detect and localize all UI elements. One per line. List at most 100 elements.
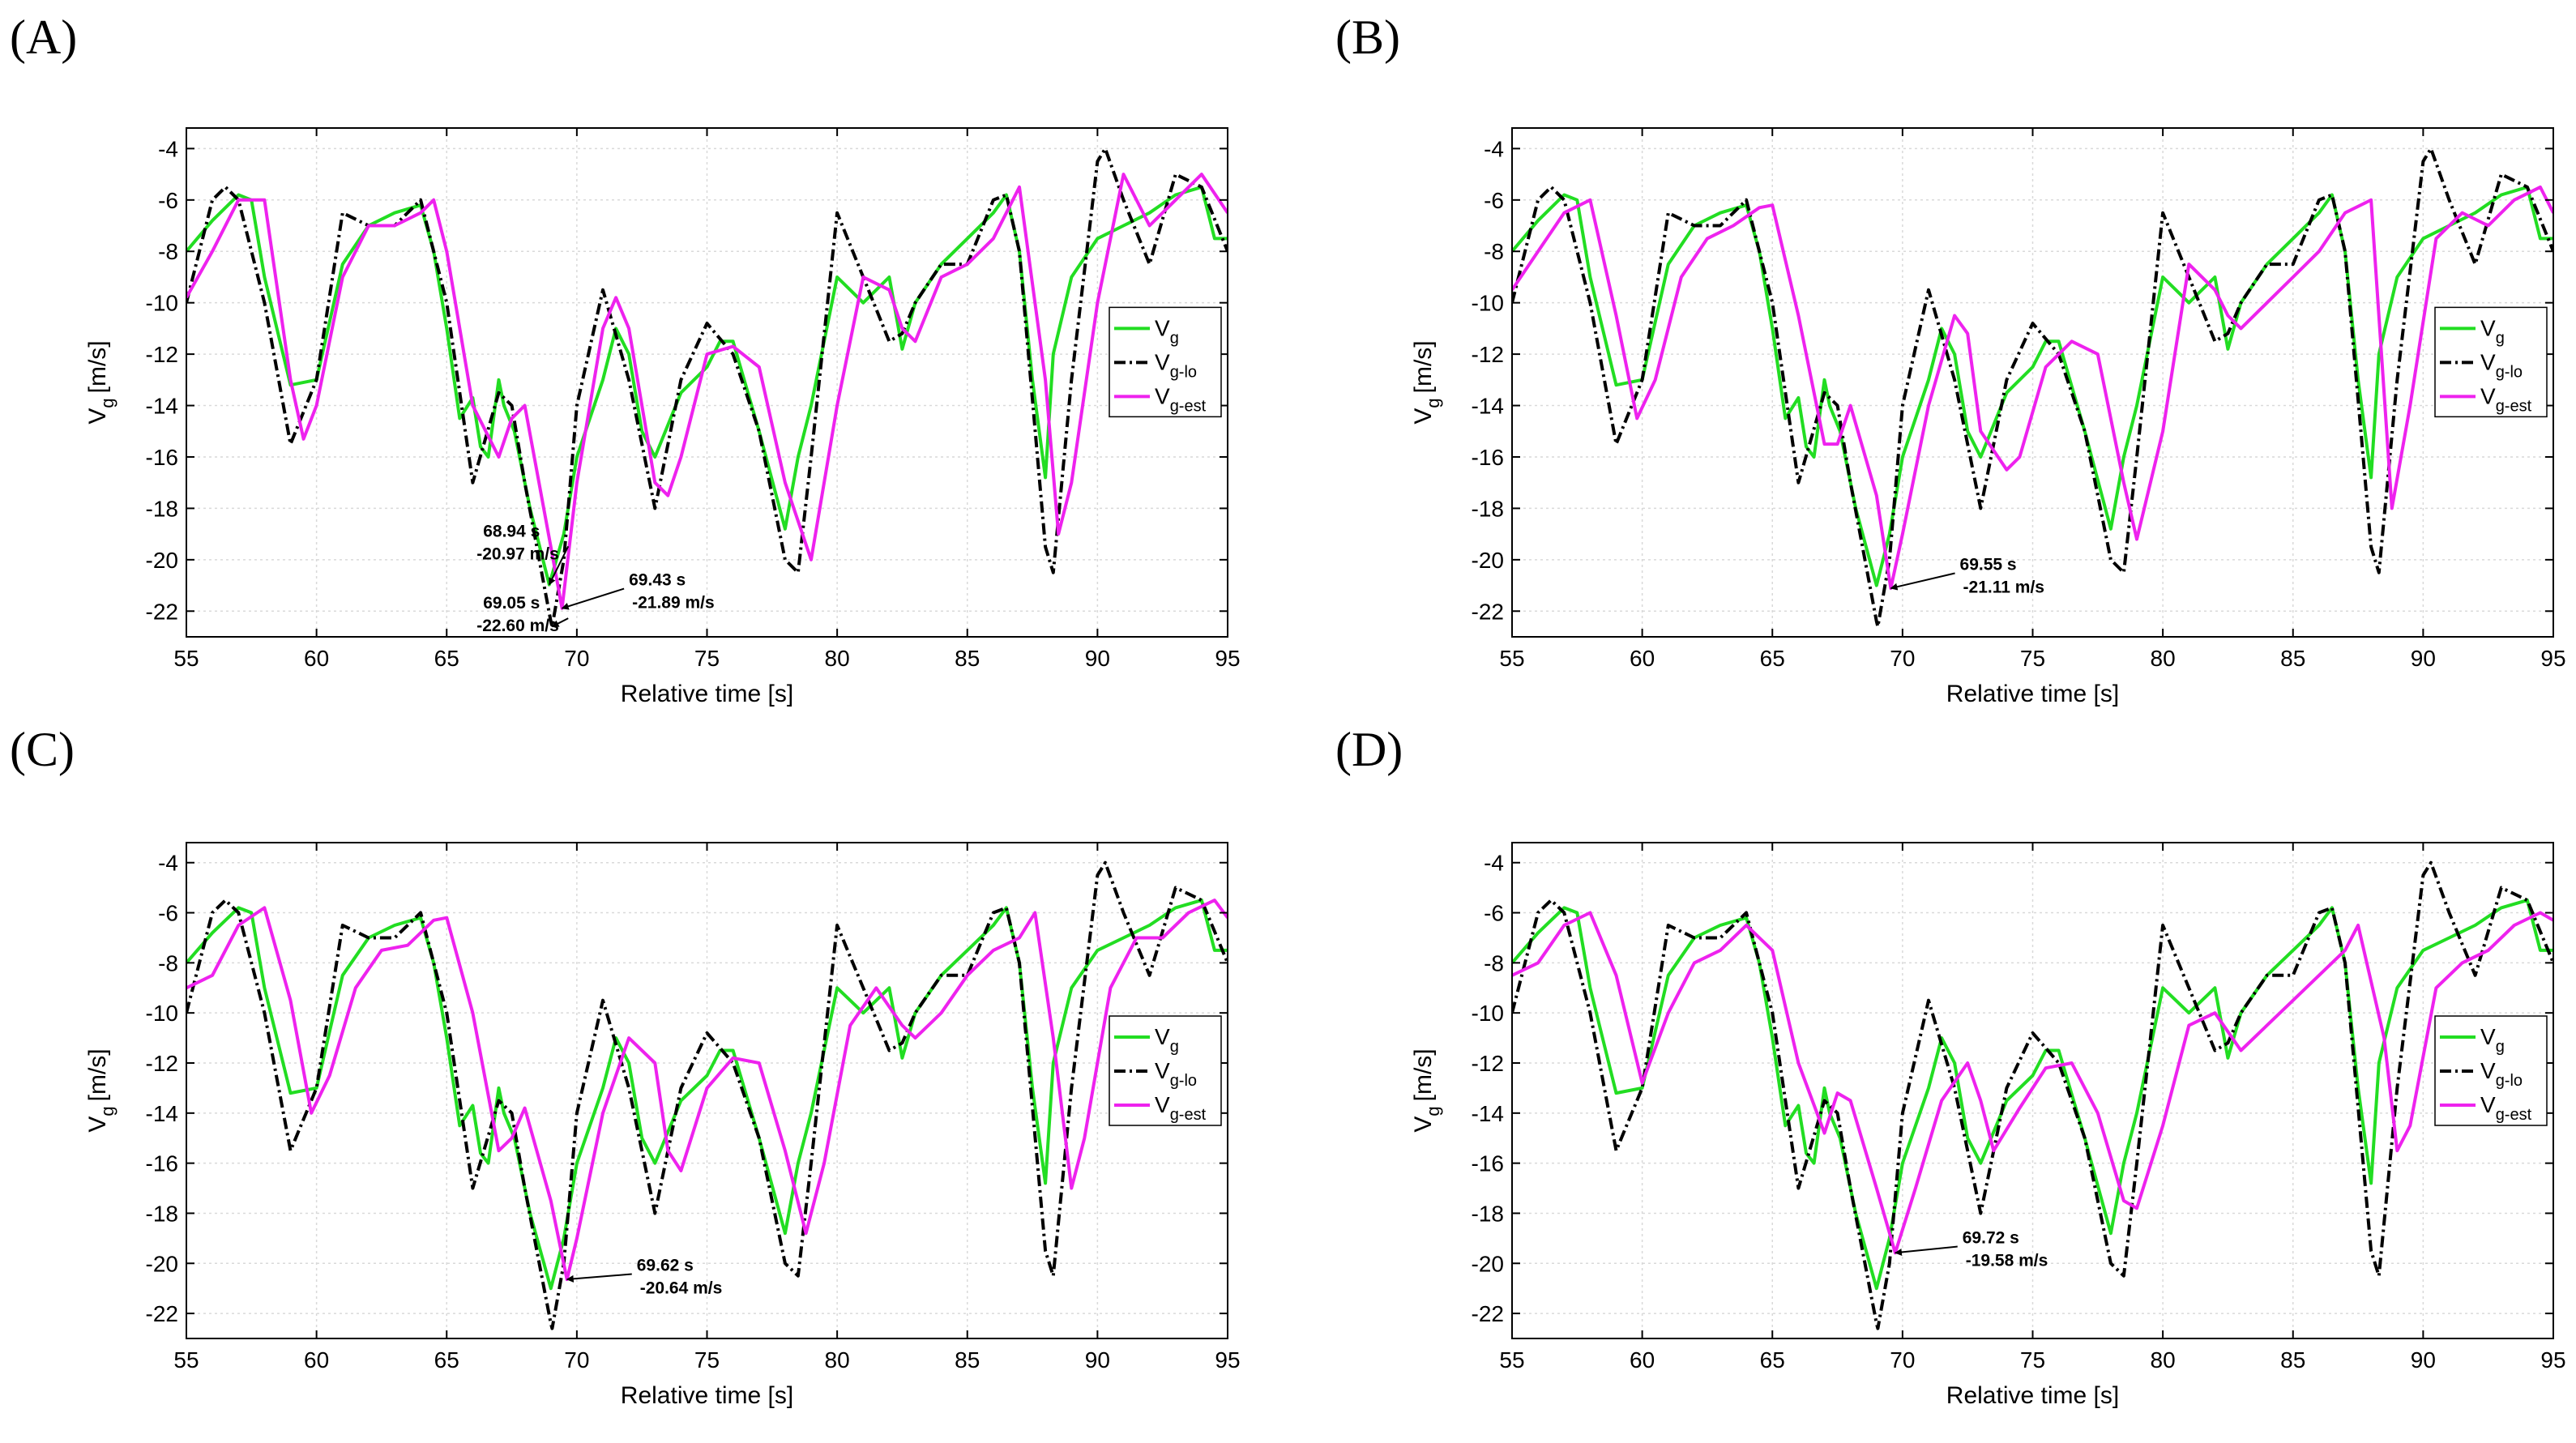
legend-box: [2434, 306, 2548, 418]
legend-entry-name: V: [2480, 349, 2496, 374]
y-tick-label: -22: [146, 1301, 178, 1326]
annotation-time: 69.62 s: [637, 1257, 694, 1275]
x-tick-label: 90: [1085, 646, 1110, 671]
legend-entry-sub: g: [1170, 329, 1179, 347]
y-axis-label-unit: [m/s]: [1410, 340, 1437, 393]
y-axis-label-sub: g: [1423, 1106, 1443, 1116]
x-tick-label: 60: [304, 646, 329, 671]
annotation-time: 69.72 s: [1963, 1229, 2019, 1248]
annotation-value: -22.60 m/s: [476, 617, 559, 635]
y-axis-label-main: V: [1410, 408, 1437, 425]
x-tick-label: 80: [825, 1347, 850, 1373]
y-tick-label: -12: [1472, 342, 1504, 367]
y-tick-label: -22: [146, 599, 178, 624]
x-tick-label: 95: [1215, 1347, 1240, 1373]
chart-panel-1: (B) 55 60 65 70 75 80 85 90 95 -4 -6 -8 -10 -12 -14 -16 -…: [1335, 11, 2566, 707]
x-tick-label: 75: [694, 1347, 720, 1373]
y-tick-label: -6: [1484, 901, 1504, 926]
y-axis-label-unit: [m/s]: [84, 340, 111, 393]
y-tick-label: -12: [1472, 1051, 1504, 1076]
y-tick-label: -14: [146, 1101, 178, 1126]
chart-panel-0: (A) 55 60 65 70 75 80 85 90 95 -4 -6 -8 -10 -12 -14 -16 -…: [10, 11, 1241, 707]
y-axis-label-unit: [m/s]: [1410, 1048, 1437, 1101]
legend-box: [2434, 1015, 2548, 1126]
y-tick-label: -14: [146, 394, 178, 419]
annotation-time: 69.55 s: [1960, 556, 2017, 574]
y-axis-label-main: V: [1410, 1116, 1437, 1133]
panel-label: (B): [1335, 11, 1400, 64]
series-line-g-lo: [186, 860, 1228, 1330]
legend-entry-g-est: Vg-est: [2480, 1092, 2532, 1124]
x-tick-label: 95: [2540, 1347, 2565, 1373]
legend-entry-name: V: [1155, 1092, 1170, 1117]
y-tick-label: -8: [1484, 950, 1504, 976]
legend-entry-g: Vg: [1155, 315, 1179, 347]
y-tick-label: -8: [158, 950, 178, 976]
y-axis-label-sub: g: [97, 1106, 117, 1116]
x-tick-label: 60: [304, 1347, 329, 1373]
annotation-arrow: [551, 617, 569, 628]
legend-entry-sub: g-est: [2496, 397, 2532, 415]
x-tick-label: 95: [2540, 646, 2565, 671]
x-axis-label: Relative time [s]: [1946, 1382, 2119, 1409]
y-tick-label: -16: [146, 445, 178, 470]
y-tick-label: -4: [1484, 851, 1504, 876]
x-axis-label: Relative time [s]: [621, 681, 793, 707]
x-tick-label: 65: [1760, 1347, 1785, 1373]
x-tick-label: 55: [173, 646, 199, 671]
x-tick-label: 60: [1630, 1347, 1655, 1373]
annotation-arrow: [548, 545, 570, 586]
legend-entry-g: Vg: [2480, 315, 2505, 347]
x-tick-label: 85: [955, 1347, 980, 1373]
x-tick-label: 65: [1760, 646, 1785, 671]
y-tick-label: -10: [1472, 1001, 1504, 1026]
legend-entry-name: V: [2480, 315, 2496, 340]
panel-label: (D): [1335, 723, 1403, 776]
legend-entry-name: V: [1155, 1024, 1170, 1049]
y-tick-label: -20: [146, 548, 178, 573]
y-axis-label-sub: g: [1423, 398, 1443, 408]
x-axis-label: Relative time [s]: [1946, 681, 2119, 707]
y-axis-label-unit: [m/s]: [84, 1048, 111, 1101]
x-tick-label: 85: [2280, 646, 2305, 671]
legend-entry-sub: g-lo: [2496, 363, 2523, 381]
y-tick-label: -18: [146, 496, 178, 521]
chart-panel-2: (C) 55 60 65 70 75 80 85 90 95 -4 -6 -8 -10 -12 -14 -16 -…: [10, 723, 1241, 1409]
legend-entry-sub: g-est: [1170, 397, 1207, 415]
legend-entry-g-est: Vg-est: [1155, 1092, 1207, 1124]
series-line-g-est: [1512, 185, 2553, 591]
y-tick-label: -20: [1472, 1251, 1504, 1276]
chart-panel-3: (D) 55 60 65 70 75 80 85 90 95 -4 -6 -8 -10 -12 -14 -16 -…: [1335, 723, 2566, 1409]
x-tick-label: 80: [825, 646, 850, 671]
y-tick-label: -18: [1472, 496, 1504, 521]
x-tick-label: 75: [2020, 1347, 2045, 1373]
legend-entry-name: V: [1155, 1058, 1170, 1083]
annotation-time: 69.05 s: [483, 594, 540, 613]
y-axis-label: Vg [m/s]: [1410, 340, 1443, 424]
annotation-arrow: [566, 1273, 632, 1283]
legend-box: [1109, 1015, 1222, 1126]
y-tick-label: -22: [1472, 599, 1504, 624]
annotation-arrow: [1890, 572, 1955, 591]
legend-entry-g: Vg: [2480, 1024, 2505, 1056]
x-tick-label: 70: [1890, 1347, 1915, 1373]
legend-entry-g: Vg: [1155, 1024, 1179, 1056]
annotation-value: -21.11 m/s: [1963, 578, 2044, 597]
legend-entry-sub: g-lo: [2496, 1072, 2523, 1090]
x-tick-label: 70: [564, 646, 589, 671]
x-tick-label: 55: [173, 1347, 199, 1373]
y-tick-label: -18: [146, 1201, 178, 1226]
series-line-g-lo: [1512, 147, 2553, 629]
x-tick-label: 70: [564, 1347, 589, 1373]
panel-label: (A): [10, 11, 77, 64]
legend-entry-name: V: [2480, 383, 2496, 408]
y-tick-label: -6: [158, 188, 178, 213]
x-axis-label: Relative time [s]: [621, 1382, 793, 1409]
y-axis-label-main: V: [84, 1116, 111, 1133]
y-tick-label: -16: [146, 1151, 178, 1176]
x-tick-label: 65: [434, 1347, 459, 1373]
annotation-arrow: [1894, 1245, 1958, 1256]
x-tick-label: 90: [2411, 1347, 2436, 1373]
series-line-g-lo: [1512, 860, 2553, 1330]
